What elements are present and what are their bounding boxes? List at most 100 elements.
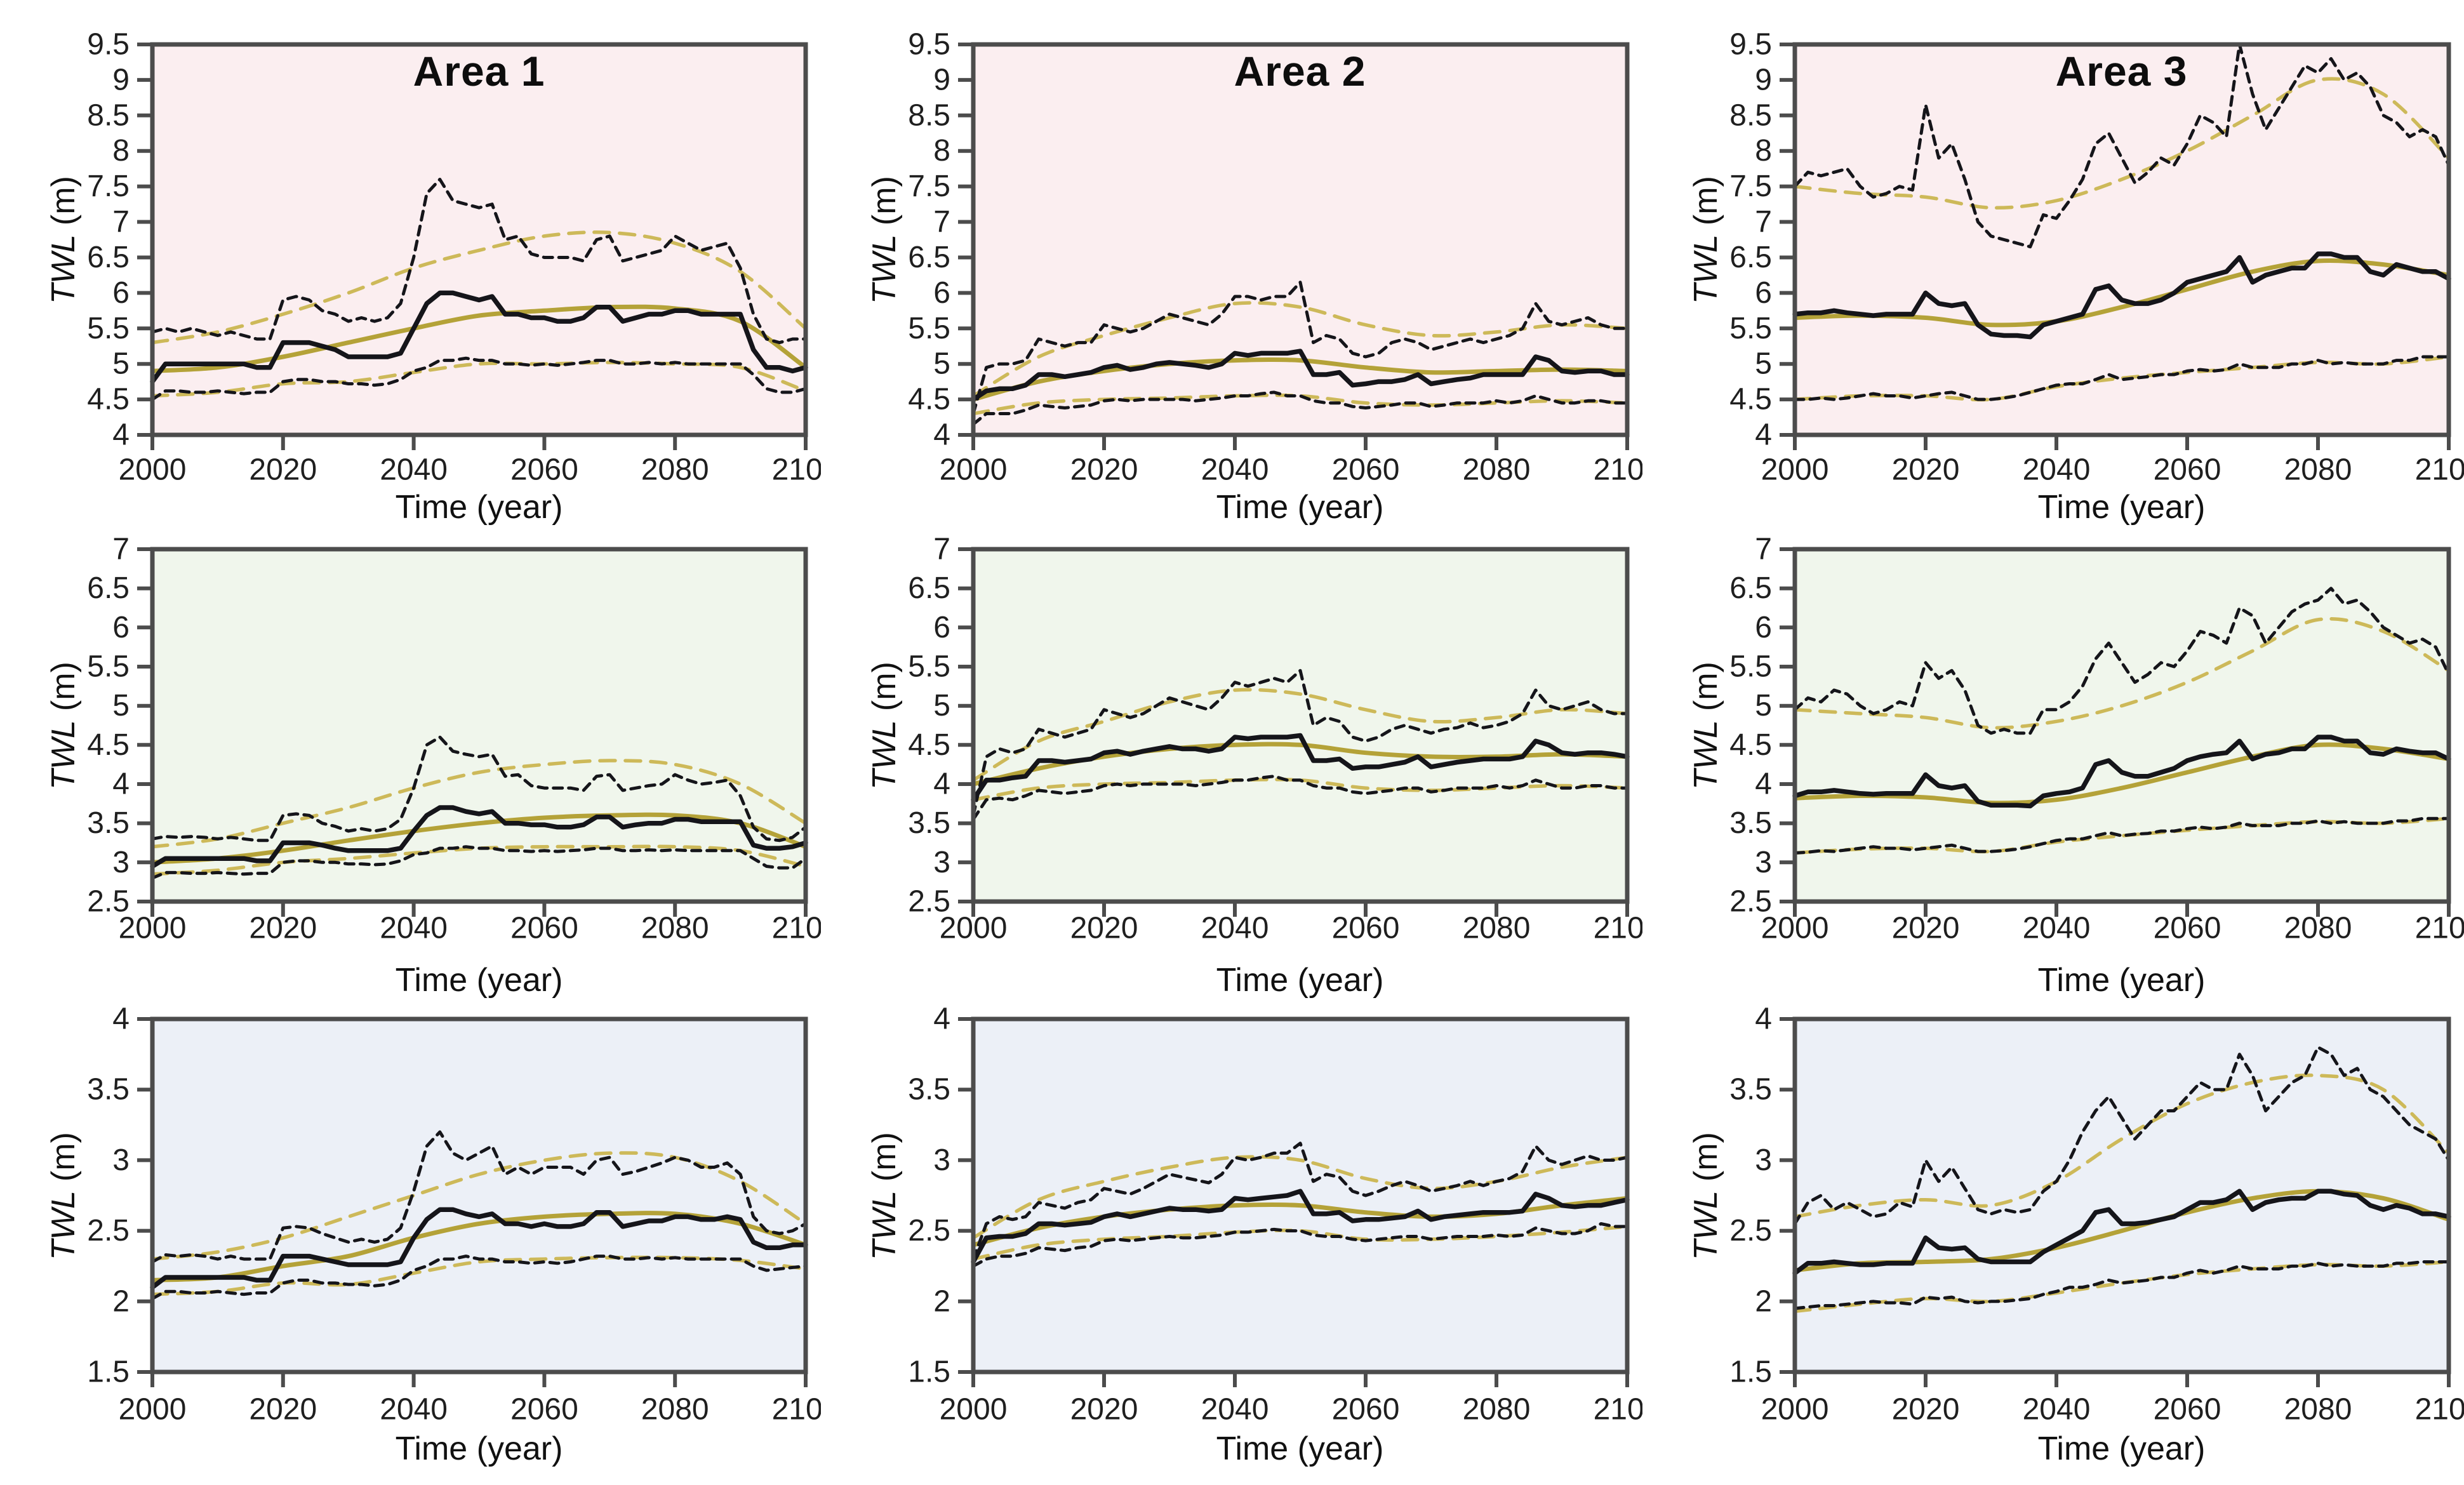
y-tick-label: 4 (933, 1002, 950, 1036)
y-tick-label: 6.5 (1729, 241, 1772, 274)
x-axis-label: Time (year) (2037, 1430, 2206, 1467)
x-tick-label: 2000 (119, 453, 187, 487)
chart-cell-area1-row3: 1.5 2 2.5 3 3.5 4 2000 2020 2040 2060 2080 2100 TWL… (0, 990, 821, 1485)
x-tick-label: 2080 (1463, 453, 1531, 487)
y-axis-unit: (m) (1688, 176, 1724, 226)
x-tick-label: 2040 (1201, 912, 1269, 945)
y-axis-variable: TWL (45, 720, 82, 790)
y-tick-label: 4.5 (87, 383, 130, 416)
y-tick-label: 4 (933, 418, 950, 452)
y-axis-unit: (m) (866, 1132, 903, 1182)
x-axis-label: Time (year) (1216, 962, 1384, 999)
y-tick-label: 8 (933, 134, 950, 168)
y-tick-label: 2 (112, 1284, 130, 1318)
median-trend-line (1792, 258, 2451, 328)
y-tick-label: 2.5 (1729, 1214, 1772, 1248)
x-axis-label: Time (year) (395, 1430, 563, 1467)
y-tick-label: 6 (1755, 276, 1772, 310)
y-tick-label: 9.5 (908, 28, 950, 62)
y-tick-label: 2.5 (1729, 885, 1772, 919)
y-tick-label: 6 (112, 276, 130, 310)
y-tick-label: 8.5 (908, 98, 950, 132)
y-tick-label: 6.5 (87, 571, 130, 605)
y-tick-label: 2 (1755, 1284, 1772, 1318)
x-tick-label: 2020 (1070, 912, 1138, 945)
x-tick-label: 2060 (510, 453, 578, 487)
x-tick-label: 2060 (1332, 453, 1400, 487)
lower-envelope-trend-line (971, 778, 1629, 802)
chart-cell-area2-row2: 2.5 3 3.5 4 4.5 5 5.5 6 6.5 7 2000 2020 2040 2060 2080… (821, 514, 1642, 999)
y-tick-label: 5.5 (1729, 650, 1772, 684)
upper-envelope-trend-line (971, 1155, 1629, 1240)
lower-envelope-simulated-line (971, 775, 1629, 821)
x-tick-label: 2040 (380, 912, 448, 945)
x-tick-label: 2020 (249, 1393, 317, 1427)
x-tick-label: 2060 (510, 912, 578, 945)
x-tick-label: 2100 (2415, 453, 2464, 487)
y-axis-variable: TWL (1688, 234, 1724, 304)
chart-title: Area 3 (2055, 48, 2188, 95)
y-tick-label: 6.5 (908, 241, 950, 274)
plot-background (152, 44, 806, 435)
y-tick-label: 4 (933, 768, 950, 801)
x-axis-label: Time (year) (2037, 489, 2206, 526)
line-chart-area3-twl-low: 1.5 2 2.5 3 3.5 4 2000 2020 2040 2060 2080 2100 (1729, 1002, 2464, 1427)
upper-envelope-trend-line (1793, 1073, 2451, 1219)
y-tick-label: 6 (1755, 611, 1772, 644)
plot-frame (1792, 547, 2451, 904)
x-tick-label: 2100 (2415, 1393, 2464, 1427)
median-simulated-line (1792, 735, 2451, 809)
y-tick-label: 4 (112, 768, 130, 801)
chart-cell-area2-row3: 1.5 2 2.5 3 3.5 4 2000 2020 2040 2060 2080 2100 TWL… (821, 990, 1642, 1485)
median-simulated-line (1792, 251, 2451, 340)
y-axis-label: TWL (m) (1687, 176, 1725, 304)
x-tick-label: 2080 (1463, 912, 1531, 945)
x-tick-label: 2100 (772, 912, 821, 945)
x-axis-label: Time (year) (1216, 489, 1384, 526)
x-tick-label: 2040 (380, 1393, 448, 1427)
y-tick-label: 7 (1755, 533, 1772, 566)
y-tick-label: 3.5 (87, 806, 130, 840)
plot-frame (1792, 1016, 2451, 1375)
x-tick-label: 2040 (1201, 1393, 1269, 1427)
y-axis-variable: TWL (866, 1190, 903, 1260)
x-tick-label: 2020 (249, 912, 317, 945)
upper-envelope-simulated-line (1793, 587, 2451, 735)
y-axis-unit: (m) (866, 662, 903, 712)
y-tick-label: 4.5 (1729, 728, 1772, 762)
y-axis-unit: (m) (45, 662, 82, 712)
plot-background (1795, 549, 2449, 902)
y-axis-label: TWL (m) (865, 1132, 903, 1260)
y-tick-label: 5 (1755, 347, 1772, 381)
x-tick-label: 2080 (2284, 912, 2352, 945)
lower-envelope-simulated-line (1793, 816, 2451, 855)
y-axis-unit: (m) (1688, 1132, 1724, 1182)
y-tick-label: 4 (112, 418, 130, 452)
y-axis-unit: (m) (866, 176, 903, 226)
y-axis-label: TWL (m) (1687, 1132, 1725, 1260)
y-axis-label: TWL (m) (44, 176, 83, 304)
upper-envelope-simulated-line (1793, 1046, 2451, 1225)
median-trend-line (1792, 742, 2451, 806)
median-simulated-line (971, 733, 1630, 802)
y-tick-label: 3 (933, 846, 950, 879)
y-tick-label: 5 (1755, 689, 1772, 723)
y-tick-label: 7.5 (908, 170, 950, 203)
plot-background (1795, 44, 2449, 435)
line-chart-area2-twl-high: 44.555.566.577.588.599.5 2000 2020 2040 2060… (908, 28, 1642, 487)
y-tick-label: 5 (112, 347, 130, 381)
y-tick-label: 4 (1755, 418, 1772, 452)
y-tick-label: 7.5 (87, 170, 130, 203)
x-tick-label: 2060 (1332, 912, 1400, 945)
y-tick-label: 8 (112, 134, 130, 168)
chart-cell-area1-row2: 2.5 3 3.5 4 4.5 5 5.5 6 6.5 7 2000 2020 2040 2060 2080… (0, 514, 821, 999)
chart-cell-area3-row3: 1.5 2 2.5 3 3.5 4 2000 2020 2040 2060 2080 2100 TWL… (1642, 990, 2464, 1485)
x-tick-label: 2020 (249, 453, 317, 487)
x-tick-label: 2040 (2023, 1393, 2091, 1427)
chart-cell-area2-row1: 4 4.5 5 5.5 6 6.5 7 7.5 8 8.5 9 9.5 2000 2020 2040 2060… (821, 0, 1642, 526)
line-chart-area1-twl-low: 1.5 2 2.5 3 3.5 4 2000 2020 2040 2060 2080 2100 (87, 1002, 821, 1427)
x-tick-label: 2000 (940, 453, 1008, 487)
y-tick-label: 1.5 (87, 1355, 130, 1389)
y-tick-label: 2.5 (908, 885, 950, 919)
